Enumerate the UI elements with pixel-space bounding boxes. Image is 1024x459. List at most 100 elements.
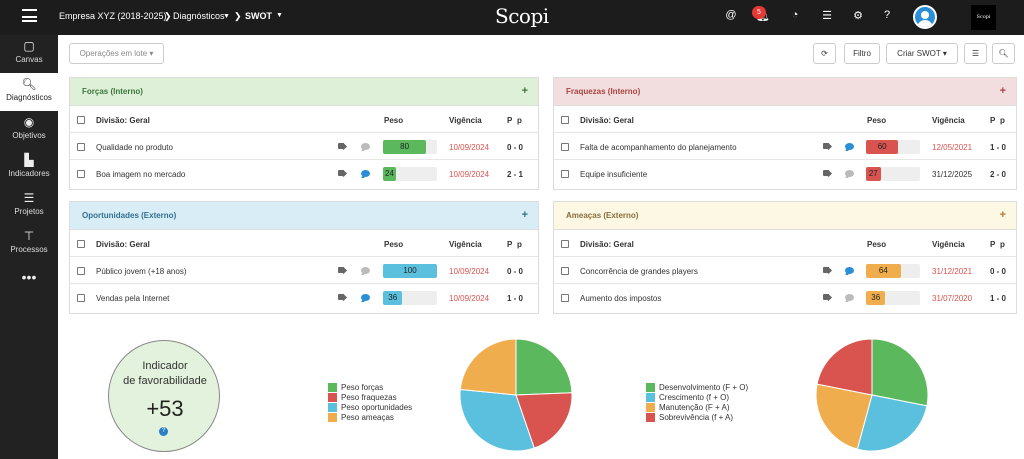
tag-icon[interactable] — [823, 170, 831, 177]
tag-icon[interactable] — [338, 267, 346, 274]
table-row[interactable]: Concorrência de grandes players 64 31/12… — [554, 258, 1016, 284]
legend-swatch — [646, 413, 655, 422]
help-icon[interactable]: ? — [159, 427, 168, 436]
comment-icon[interactable] — [845, 143, 854, 150]
column-header-p1: P — [507, 240, 513, 249]
create-swot-button[interactable]: Criar SWOT ▾ — [886, 43, 958, 64]
select-all-checkbox[interactable] — [77, 116, 85, 124]
pie-slice-0[interactable] — [515, 338, 573, 396]
more-button[interactable]: ••• — [0, 263, 58, 301]
menu-icon: ☰ — [971, 49, 980, 58]
legend-label: Manutenção (F + A) — [659, 403, 730, 412]
row-checkbox[interactable] — [561, 267, 569, 275]
sidebar-item-objetivos[interactable]: ◉ Objetivos — [0, 111, 58, 149]
table-row[interactable]: Falta de acompanhamento do planejamento … — [554, 134, 1016, 160]
comment-icon[interactable] — [845, 170, 854, 177]
batch-operations-button[interactable]: Operações em lote ▾ — [69, 43, 164, 64]
search-button[interactable]: 🔍︎ — [992, 43, 1015, 64]
pie-slice-3[interactable] — [816, 338, 873, 396]
tag-icon[interactable] — [338, 294, 346, 301]
panel-header: Oportunidades (Externo) + — [70, 202, 538, 230]
refresh-button[interactable]: ⟳ — [813, 43, 836, 64]
weight-bar: 36 — [866, 291, 920, 305]
item-name[interactable]: Boa imagem no mercado — [96, 170, 186, 179]
table-row[interactable]: Boa imagem no mercado 24 10/09/2024 2 - … — [70, 161, 538, 187]
table-row[interactable]: Público jovem (+18 anos) 100 10/09/2024 … — [70, 258, 538, 284]
add-icon[interactable]: + — [999, 209, 1006, 221]
batch-operations-label: Operações em lote — [79, 49, 148, 58]
menu-icon[interactable] — [22, 9, 37, 22]
tag-icon[interactable] — [823, 143, 831, 150]
at-icon[interactable]: @ — [725, 9, 737, 21]
pp-value: 2 - 0 — [990, 170, 1007, 179]
tag-icon[interactable] — [823, 267, 831, 274]
table-row[interactable]: Vendas pela Internet 36 10/09/2024 1 - 0 — [70, 285, 538, 311]
row-checkbox[interactable] — [77, 143, 85, 151]
item-name[interactable]: Falta de acompanhamento do planejamento — [580, 143, 737, 152]
table-header-row: Divisão: Geral Peso Vigência P p — [70, 107, 538, 133]
validity-date: 10/09/2024 — [449, 143, 490, 152]
help-icon[interactable]: ? — [883, 9, 891, 21]
pie-slice-2[interactable] — [459, 388, 535, 452]
column-header-weight: Peso — [384, 116, 404, 125]
item-name[interactable]: Vendas pela Internet — [96, 294, 170, 303]
select-all-checkbox[interactable] — [77, 240, 85, 248]
legend-swatch — [646, 393, 655, 402]
avatar[interactable] — [913, 5, 937, 29]
select-all-checkbox[interactable] — [561, 116, 569, 124]
tag-icon[interactable] — [338, 143, 346, 150]
select-all-checkbox[interactable] — [561, 240, 569, 248]
dashboard-icon[interactable]: ◔ — [791, 9, 799, 21]
pie-slice-1[interactable] — [856, 394, 928, 452]
item-name[interactable]: Equipe insuficiente — [580, 170, 648, 179]
sidebar-item-canvas[interactable]: ▢ Canvas — [0, 35, 58, 73]
view-selector[interactable]: SWOT — [245, 11, 272, 21]
add-icon[interactable]: + — [521, 85, 528, 97]
item-name[interactable]: Concorrência de grandes players — [580, 267, 698, 276]
sidebar-item-indicadores[interactable]: ▙ Indicadores — [0, 149, 58, 187]
module-selector[interactable]: Diagnósticos — [173, 11, 225, 21]
pie-slice-2[interactable] — [815, 383, 873, 450]
row-checkbox[interactable] — [77, 267, 85, 275]
comment-icon[interactable] — [845, 294, 854, 301]
comment-icon[interactable] — [361, 170, 370, 177]
table-row[interactable]: Aumento dos impostos 36 31/07/2020 1 - 0 — [554, 285, 1016, 311]
pp-value: 1 - 0 — [990, 294, 1007, 303]
comment-icon[interactable] — [361, 294, 370, 301]
panel-ameacas: Ameaças (Externo) + Divisão: Geral Peso … — [553, 201, 1017, 314]
row-checkbox[interactable] — [77, 294, 85, 302]
item-name[interactable]: Aumento dos impostos — [580, 294, 662, 303]
comment-icon[interactable] — [845, 267, 854, 274]
filter-button[interactable]: Filtro — [844, 43, 880, 64]
item-name[interactable]: Público jovem (+18 anos) — [96, 267, 187, 276]
sidebar-item-processos[interactable]: ⊤ Processos — [0, 225, 58, 263]
panel-header: Forças (Interno) + — [70, 78, 538, 106]
sidebar-item-projetos[interactable]: ☰ Projetos — [0, 187, 58, 225]
scopi-logo: Scopi — [495, 4, 549, 28]
menu-button[interactable]: ☰ — [964, 43, 987, 64]
tag-icon[interactable] — [338, 170, 346, 177]
pie-slice-3[interactable] — [459, 338, 517, 396]
item-name[interactable]: Qualidade no produto — [96, 143, 173, 152]
breadcrumb-separator-icon: ❯ — [164, 11, 172, 21]
gear-icon[interactable]: ⚙ — [853, 10, 863, 22]
company-selector[interactable]: Empresa XYZ (2018-2025) — [59, 11, 167, 21]
sidebar-item-diagnosticos[interactable]: 🔍︎ Diagnósticos — [0, 73, 58, 111]
tag-icon[interactable] — [823, 294, 831, 301]
row-checkbox[interactable] — [561, 294, 569, 302]
column-header-weight: Peso — [867, 240, 887, 249]
row-checkbox[interactable] — [77, 170, 85, 178]
comment-icon[interactable] — [361, 143, 370, 150]
add-icon[interactable]: + — [521, 209, 528, 221]
pie-slice-1[interactable] — [515, 392, 573, 449]
column-header-weight: Peso — [867, 116, 887, 125]
list-icon[interactable]: ☰ — [822, 10, 832, 22]
add-icon[interactable]: + — [999, 85, 1006, 97]
comment-icon[interactable] — [361, 267, 370, 274]
pie-slice-0[interactable] — [871, 338, 929, 407]
table-row[interactable]: Equipe insuficiente 27 31/12/2025 2 - 0 — [554, 161, 1016, 187]
weight-value: 27 — [868, 169, 878, 178]
table-row[interactable]: Qualidade no produto 80 10/09/2024 0 - 0 — [70, 134, 538, 160]
row-checkbox[interactable] — [561, 143, 569, 151]
row-checkbox[interactable] — [561, 170, 569, 178]
